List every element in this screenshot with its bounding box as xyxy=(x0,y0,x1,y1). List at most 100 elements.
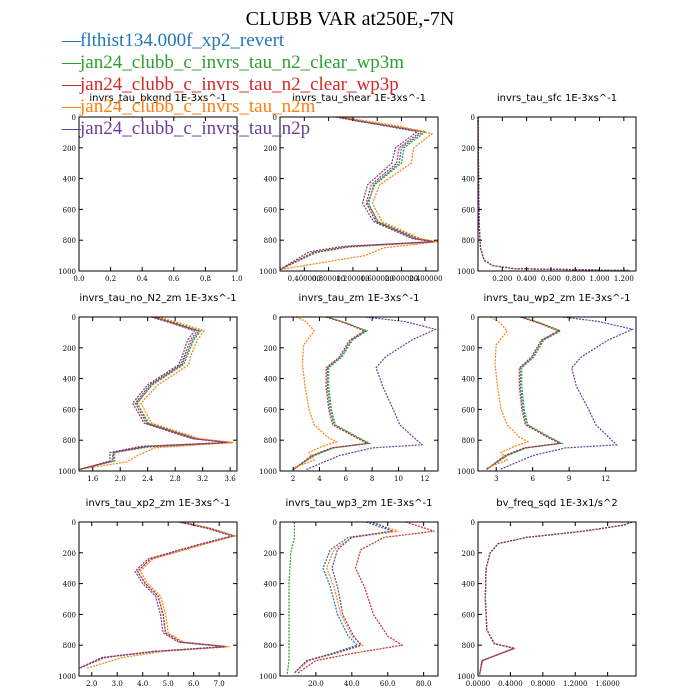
panel-title: invrs_tau_no_N2_zm 1E-3xs^-1 xyxy=(79,293,236,304)
series-line xyxy=(293,521,393,674)
y-tick-label: 1000 xyxy=(259,468,277,476)
y-tick-label: 600 xyxy=(63,206,76,214)
series-line xyxy=(486,316,564,470)
y-tick-label: 1000 xyxy=(457,673,475,681)
x-tick-label: 0.200 xyxy=(492,275,512,283)
x-tick-label: 5.0 xyxy=(163,680,174,688)
y-tick-label: 400 xyxy=(63,176,76,184)
series-line xyxy=(479,521,633,675)
legend-label: jan24_clubb_c_invrs_tau_n2m xyxy=(80,96,316,117)
y-tick-label: 600 xyxy=(462,206,475,214)
y-tick-label: 1000 xyxy=(259,268,277,276)
y-tick-label: 200 xyxy=(264,550,277,558)
series-line xyxy=(486,316,563,470)
x-tick-label: 1.6000 xyxy=(595,680,620,688)
y-tick-label: 800 xyxy=(462,237,475,245)
x-tick-label: 0.800000 xyxy=(312,275,345,283)
x-tick-label: 0.8000 xyxy=(531,680,556,688)
series-line xyxy=(292,316,371,470)
legend-item: —jan24_clubb_c_invrs_tau_n2m xyxy=(62,96,404,118)
x-tick-label: 1.000 xyxy=(590,275,610,283)
x-tick-label: 2.400000 xyxy=(409,275,442,283)
x-tick-label: 2.000000 xyxy=(385,275,418,283)
x-tick-label: 1.200 xyxy=(614,275,634,283)
y-tick-label: 400 xyxy=(63,376,76,384)
y-tick-label: 800 xyxy=(63,642,76,650)
y-tick-label: 600 xyxy=(462,611,475,619)
y-tick-label: 0 xyxy=(273,314,277,322)
y-tick-label: 0 xyxy=(72,519,76,527)
plot-frame xyxy=(279,316,439,472)
y-tick-label: 1000 xyxy=(457,468,475,476)
x-tick-label: 1.200000 xyxy=(336,275,369,283)
y-tick-label: 200 xyxy=(63,550,76,558)
panel-title: invrs_tau_sfc 1E-3xs^-1 xyxy=(497,93,617,104)
series-line xyxy=(86,521,237,669)
panel-title: bv_freq_sqd 1E-3x1/s^2 xyxy=(496,498,618,509)
legend-label: jan24_clubb_c_invrs_tau_n2p xyxy=(80,118,311,139)
y-tick-label: 800 xyxy=(462,642,475,650)
legend-label: jan24_clubb_c_invrs_tau_n2_clear_wp3p xyxy=(80,74,399,95)
y-tick-label: 200 xyxy=(63,345,76,353)
x-tick-label: 0.4 xyxy=(137,275,149,283)
y-tick-label: 400 xyxy=(462,581,475,589)
panel-title: invrs_tau_xp2_zm 1E-3xs^-1 xyxy=(86,498,231,509)
x-tick-label: 3.6 xyxy=(225,475,237,483)
x-tick-label: 4.0 xyxy=(137,680,148,688)
series-line xyxy=(78,521,235,669)
panel-title: invrs_tau_bkgnd 1E-3xs^-1 xyxy=(89,93,226,104)
y-tick-label: 800 xyxy=(462,437,475,445)
series-line xyxy=(306,316,438,471)
y-tick-label: 600 xyxy=(264,206,277,214)
series-line xyxy=(78,521,237,669)
x-tick-label: 6.0 xyxy=(188,680,199,688)
x-tick-label: 0.400 xyxy=(517,275,537,283)
panel-title: invrs_tau_wp3_zm 1E-3xs^-1 xyxy=(286,498,433,509)
x-tick-label: 1.2000 xyxy=(563,680,588,688)
legend-label: flthist134.000f_xp2_revert xyxy=(80,30,285,51)
legend-swatch: — xyxy=(62,96,81,117)
series-line xyxy=(477,116,630,272)
y-tick-label: 200 xyxy=(462,345,475,353)
series-line xyxy=(477,116,630,272)
y-tick-label: 600 xyxy=(462,406,475,414)
x-tick-label: 0.600 xyxy=(541,275,561,283)
y-tick-label: 1000 xyxy=(58,468,76,476)
y-tick-label: 0 xyxy=(471,314,475,322)
x-tick-label: 12 xyxy=(601,475,610,483)
x-tick-label: 0.2 xyxy=(105,275,116,283)
legend-item: —jan24_clubb_c_invrs_tau_n2p xyxy=(62,118,404,140)
y-tick-label: 800 xyxy=(264,437,277,445)
x-tick-label: 2.8 xyxy=(170,475,181,483)
y-tick-label: 1000 xyxy=(58,268,76,276)
y-tick-label: 0 xyxy=(72,314,76,322)
series-line xyxy=(486,316,562,470)
x-tick-label: 0.800 xyxy=(565,275,585,283)
plot-frame xyxy=(279,116,439,272)
x-tick-label: 1.0 xyxy=(231,275,242,283)
series-line xyxy=(477,116,630,272)
y-tick-label: 0 xyxy=(471,519,475,527)
series-line xyxy=(486,316,530,469)
y-tick-label: 400 xyxy=(264,176,277,184)
series-line xyxy=(292,316,339,469)
y-tick-label: 200 xyxy=(63,145,76,153)
x-tick-label: 0.6 xyxy=(168,275,180,283)
plot-frame xyxy=(477,316,637,472)
y-tick-label: 800 xyxy=(63,237,76,245)
x-tick-label: 12 xyxy=(420,475,429,483)
x-tick-label: 3.2 xyxy=(197,475,208,483)
y-tick-label: 1000 xyxy=(457,268,475,276)
plot-frame xyxy=(78,116,238,272)
y-tick-label: 400 xyxy=(264,376,277,384)
x-tick-label: 40.0 xyxy=(344,680,360,688)
y-tick-label: 400 xyxy=(63,581,76,589)
y-tick-label: 600 xyxy=(264,406,277,414)
series-line xyxy=(78,316,229,471)
y-tick-label: 0 xyxy=(273,114,277,122)
x-tick-label: 1.600000 xyxy=(361,275,394,283)
x-tick-label: 4 xyxy=(317,475,322,483)
series-line xyxy=(292,316,369,470)
y-tick-label: 400 xyxy=(264,581,277,589)
